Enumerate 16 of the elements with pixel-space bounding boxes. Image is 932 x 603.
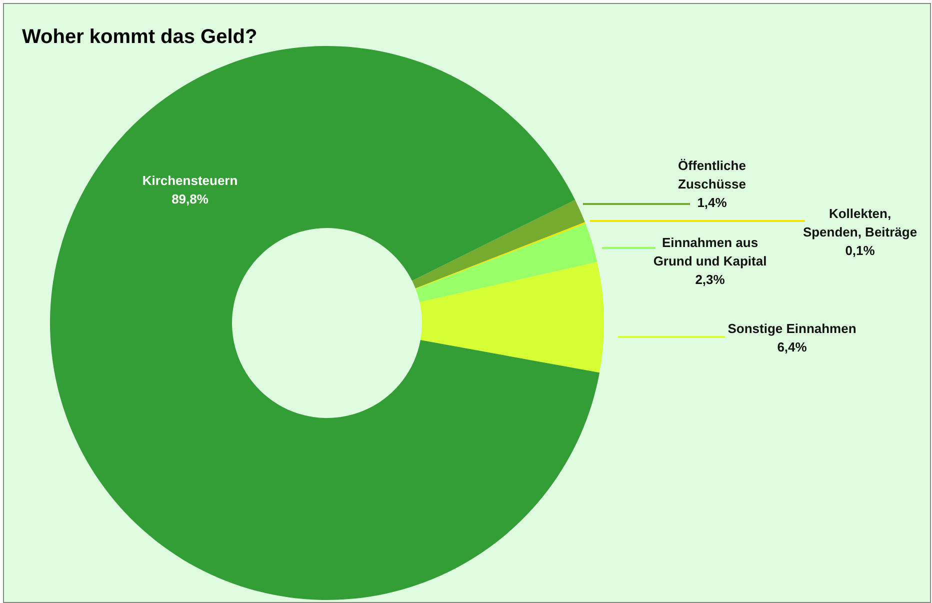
slice-label: Einnahmen aus Grund und Kapital [653, 235, 767, 268]
donut-slice [420, 262, 604, 373]
chart-title: Woher kommt das Geld? [22, 26, 258, 48]
data-label: 6,4% [777, 340, 808, 354]
data-label: 89,8% [172, 192, 209, 206]
donut-slice [412, 200, 585, 288]
data-label: 0,1% [845, 243, 876, 258]
slice-label: Kirchensteuern [142, 173, 238, 188]
donut-slice [416, 224, 598, 302]
data-label: 2,3% [695, 272, 726, 287]
data-label: 1,4% [697, 195, 728, 210]
slice-label: Sonstige Einnahmen [728, 321, 856, 336]
slice-label: Kollekten, Spenden, Beiträge [802, 206, 918, 240]
donut-slice [50, 46, 600, 600]
donut-slice [415, 222, 586, 289]
slice-label: Öffentliche Zuschüsse [678, 158, 746, 192]
